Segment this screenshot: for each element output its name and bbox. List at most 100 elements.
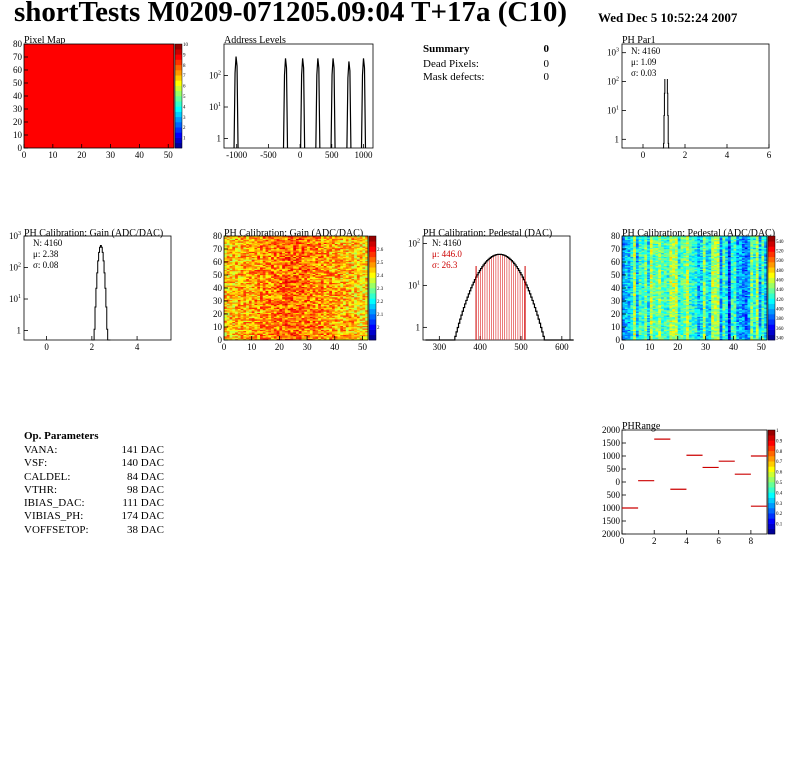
heatmap-cell [307,241,311,243]
heatmap-cell [332,275,335,277]
heatmap-cell [287,236,291,238]
heatmap-cell [287,272,291,274]
heatmap-cell [348,286,352,289]
heatmap-cell [296,295,299,298]
heatmap-cell [290,302,294,304]
heatmap-cell [290,275,294,277]
heatmap-cell [348,304,352,307]
heatmap-cell [251,275,255,277]
heatmap-cell [251,249,255,251]
heatmap-cell [296,251,299,254]
heatmap-cell [260,236,263,238]
heatmap-cell [240,303,244,306]
heatmap-cell [334,238,338,241]
heatmap-cell [226,252,230,255]
heatmap-cell [282,306,286,308]
heatmap-cell [240,268,244,270]
heatmap-cell [630,314,634,316]
heatmap-cell [315,298,319,300]
heatmap-cell [240,298,244,300]
heatmap-cell [296,239,299,242]
heatmap-cell [262,263,266,265]
heatmap-cell [260,306,263,308]
heatmap-cell [226,276,230,278]
heatmap-cell [359,252,363,255]
heatmap-cell [359,282,363,285]
heatmap-cell [229,304,233,307]
heatmap-cell [287,306,291,308]
heatmap-cell [362,273,366,276]
heatmap-cell [326,249,330,251]
heatmap-cell [296,317,299,320]
colorbar-cell [369,256,376,263]
heatmap-cell [318,278,322,281]
heatmap-cell [343,281,347,283]
heatmap-cell [265,336,269,338]
heatmap-cell [301,328,305,330]
heatmap-cell [243,312,247,315]
heatmap-cell [343,303,347,306]
heatmap-cell [320,304,324,307]
heatmap-cell [340,286,344,289]
heatmap-cell [243,238,247,241]
heatmap-cell [273,308,277,311]
heatmap-cell [243,281,247,283]
heatmap-cell [254,284,258,286]
heatmap-cell [304,255,308,257]
heatmap-cell [638,255,642,257]
x-tick-label: 2 [90,342,95,352]
heatmap-cell [229,293,233,295]
heatmap-cell [293,333,297,335]
heatmap-cell [348,336,352,338]
heatmap-cell [624,241,628,243]
heatmap-cell [260,245,263,247]
heatmap-cell [282,291,286,294]
heatmap-cell [627,276,631,278]
heatmap-cell [365,241,369,243]
heatmap-cell [354,301,358,303]
heatmap-cell [254,297,258,299]
y-tick-label: 50 [13,78,23,88]
heatmap-cell [345,316,349,319]
heatmap-cell [301,330,305,333]
heatmap-cell [254,325,258,328]
heatmap-cell [254,320,258,322]
heatmap-cell [304,281,308,283]
heatmap-cell [235,265,239,268]
heatmap-cell [312,236,316,238]
heatmap-cell [268,330,272,333]
x-tick-label: 300 [433,342,447,352]
heatmap-cell [365,328,369,330]
heatmap-cell [635,247,639,250]
heatmap-cell [329,294,333,296]
heatmap-cell [365,301,369,303]
heatmap-cell [635,237,639,239]
heatmap-cell [340,281,344,283]
heatmap-cell [624,238,628,241]
heatmap-cell [235,271,239,273]
heatmap-cell [356,333,360,335]
heatmap-cell [257,265,261,268]
heatmap-cell [315,238,319,241]
heatmap-cell [251,333,255,335]
heatmap-cell [251,329,255,332]
heatmap-cell [284,294,288,296]
heatmap-cell [287,260,291,263]
heatmap-cell [240,280,244,282]
heatmap-cell [262,250,266,252]
x-tick-label: 500 [325,150,339,160]
heatmap-cell [359,286,363,289]
heatmap-cell [246,284,250,286]
heatmap-cell [224,316,227,319]
heatmap-cell [365,237,369,239]
heatmap-cell [343,247,347,250]
heatmap-cell [262,275,266,277]
heatmap-cell [365,269,369,272]
heatmap-cell [276,281,280,283]
heatmap-cell [271,320,275,322]
heatmap-cell [309,320,313,322]
heatmap-cell [315,273,319,276]
heatmap-cell [246,299,250,302]
heatmap-cell [340,288,344,290]
heatmap-cell [296,315,299,317]
